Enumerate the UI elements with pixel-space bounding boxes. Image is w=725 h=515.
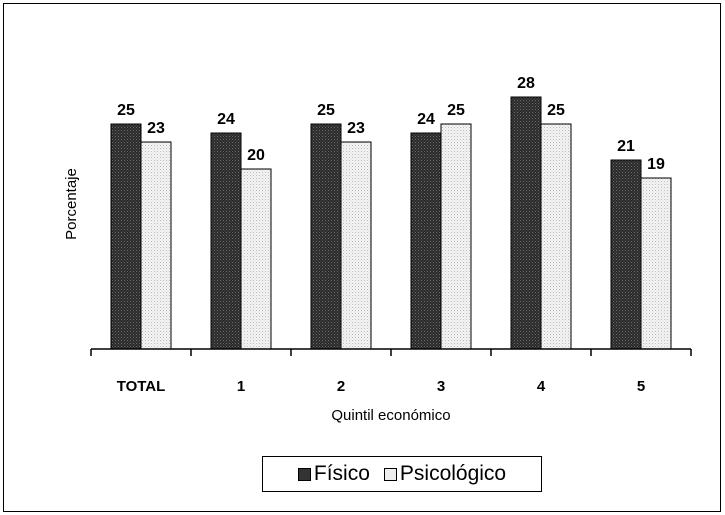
data-label: 23 — [347, 120, 365, 137]
x-tick-label: 5 — [637, 378, 645, 395]
y-axis-title: Porcentaje — [63, 168, 80, 240]
data-label: 24 — [217, 111, 235, 128]
legend: Físico Psicológico — [262, 456, 542, 492]
x-tick-label: 2 — [337, 378, 345, 395]
data-label: 24 — [417, 111, 435, 128]
bar-fisico — [310, 123, 342, 350]
bar-fisico — [410, 132, 442, 350]
data-label: 19 — [647, 156, 665, 173]
bar-fisico — [210, 132, 242, 350]
bar-psicologico — [640, 177, 672, 350]
x-tick-label: 4 — [537, 378, 546, 395]
bar-psicologico — [540, 123, 572, 350]
bar-psicologico — [340, 141, 372, 350]
legend-item-fisico: Físico — [297, 462, 370, 486]
legend-item-psicologico: Psicológico — [383, 462, 507, 486]
x-axis-title: Quintil económico — [331, 407, 450, 424]
data-label: 28 — [517, 75, 535, 92]
bar-fisico — [510, 96, 542, 350]
bar-psicologico — [240, 168, 272, 350]
data-label: 21 — [617, 138, 635, 155]
data-label: 25 — [317, 102, 335, 119]
data-label: 25 — [447, 102, 465, 119]
x-tick-label: TOTAL — [117, 378, 166, 395]
bar-fisico — [610, 159, 642, 350]
legend-swatch-fisico — [297, 467, 311, 481]
chart-frame: 25 23 24 20 25 23 24 25 28 25 21 19 TOTAL 1 2 3 4 5 Quin… — [3, 3, 721, 512]
legend-swatch-psicologico — [383, 467, 397, 481]
data-label: 25 — [117, 102, 135, 119]
bar-fisico — [110, 123, 142, 350]
data-label: 23 — [147, 120, 165, 137]
x-tick-label: 3 — [437, 378, 445, 395]
bar-psicologico — [140, 141, 172, 350]
legend-label-psicologico: Psicológico — [399, 462, 507, 485]
data-label: 20 — [247, 147, 265, 164]
bar-psicologico — [440, 123, 472, 350]
data-label: 25 — [547, 102, 565, 119]
x-tick-label: 1 — [237, 378, 245, 395]
legend-label-fisico: Físico — [313, 462, 370, 485]
